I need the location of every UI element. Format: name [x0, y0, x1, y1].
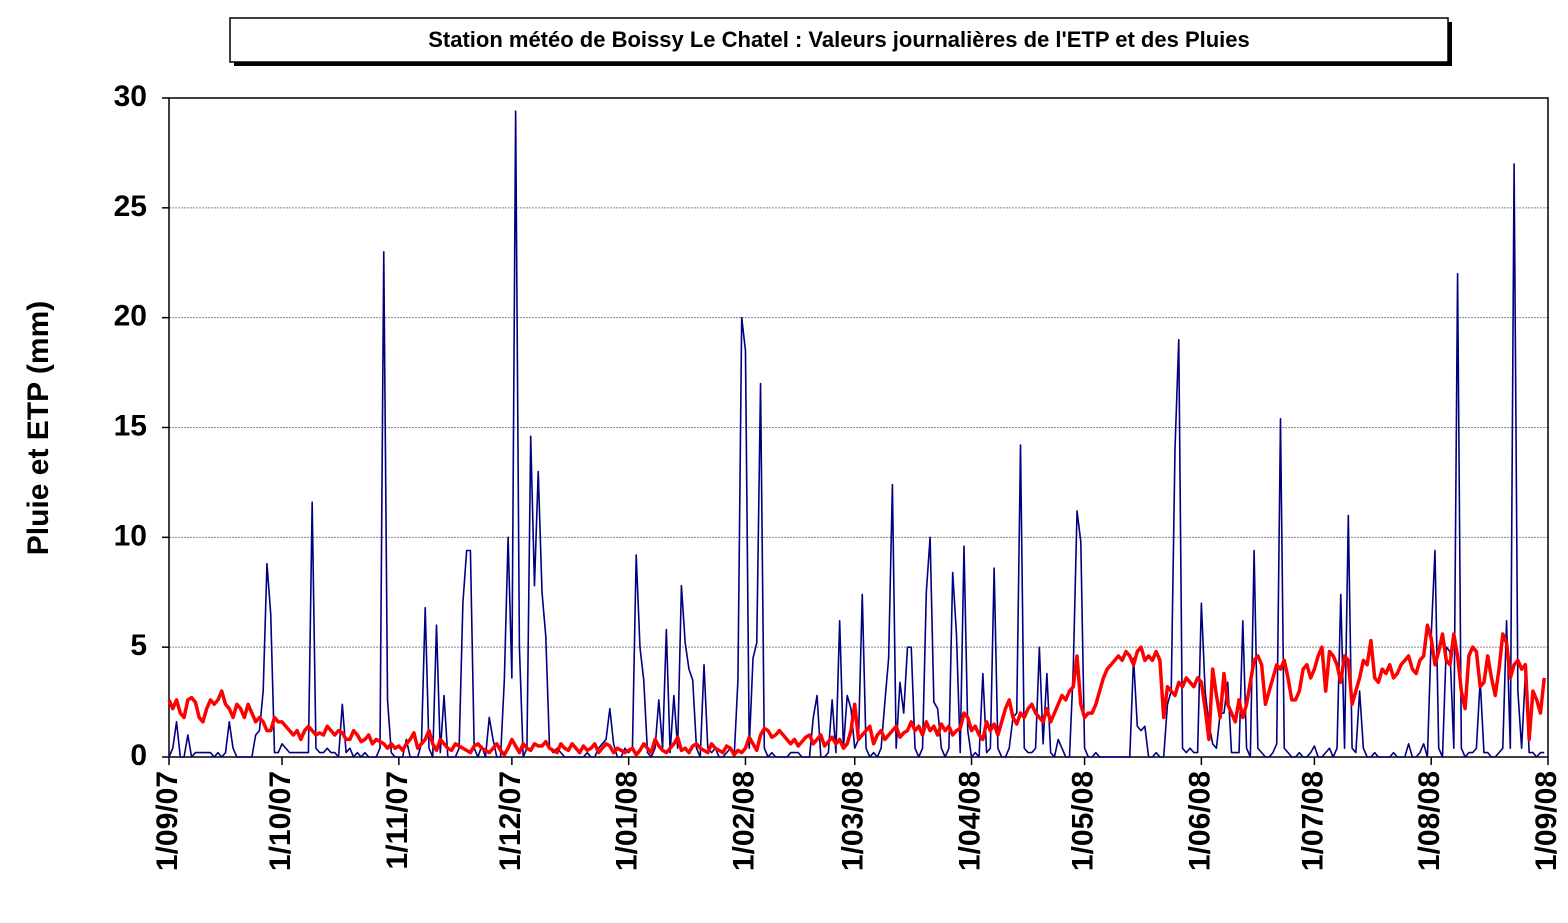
chart-title: Station météo de Boissy Le Chatel : Vale… [428, 27, 1250, 52]
x-tick-label: 1/05/08 [1066, 771, 1099, 871]
x-tick-label: 1/09/07 [151, 771, 184, 871]
y-tick-label: 25 [114, 190, 147, 223]
y-tick-label: 15 [114, 409, 147, 442]
plot-border [168, 97, 1549, 758]
title-box [229, 17, 1449, 63]
x-tick-label: 1/07/08 [1296, 771, 1329, 871]
series-line [168, 110, 1545, 758]
x-tick-label: 1/09/08 [1530, 771, 1563, 871]
x-tick-label: 1/06/08 [1183, 771, 1216, 871]
y-axis-label: Pluie et ETP (mm) [22, 301, 55, 556]
x-tick-label: 1/08/08 [1413, 771, 1446, 871]
x-tick-label: 1/01/08 [611, 771, 644, 871]
y-tick-label: 20 [114, 300, 147, 333]
x-tick-label: 1/10/07 [264, 771, 297, 871]
x-tick-label: 1/02/08 [727, 771, 760, 871]
y-tick-label: 10 [114, 519, 147, 552]
x-tick-label: 1/11/07 [381, 771, 414, 869]
y-tick-label: 0 [130, 739, 147, 772]
y-tick-label: 5 [130, 629, 147, 662]
y-tick-label: 30 [114, 80, 147, 113]
x-tick-label: 1/03/08 [837, 771, 870, 871]
series-line [167, 623, 1546, 757]
x-tick-label: 1/04/08 [953, 771, 986, 871]
plot-area [169, 98, 1548, 757]
x-tick-label: 1/12/07 [494, 771, 527, 871]
